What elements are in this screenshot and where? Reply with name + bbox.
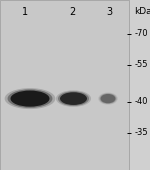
Ellipse shape — [11, 90, 50, 107]
Text: kDa: kDa — [134, 7, 150, 16]
Ellipse shape — [98, 92, 118, 105]
Text: 3: 3 — [106, 7, 112, 17]
Ellipse shape — [100, 94, 116, 103]
Text: -70: -70 — [135, 30, 149, 38]
Text: -40: -40 — [135, 98, 148, 106]
Ellipse shape — [58, 91, 89, 106]
Ellipse shape — [60, 92, 87, 105]
Text: -35: -35 — [135, 128, 149, 137]
Ellipse shape — [8, 89, 52, 108]
Ellipse shape — [56, 90, 91, 107]
Text: 2: 2 — [69, 7, 75, 17]
Text: 1: 1 — [22, 7, 28, 17]
Ellipse shape — [5, 88, 55, 109]
Ellipse shape — [99, 93, 117, 104]
Bar — [0, 0, 129, 170]
Text: -55: -55 — [135, 60, 148, 69]
